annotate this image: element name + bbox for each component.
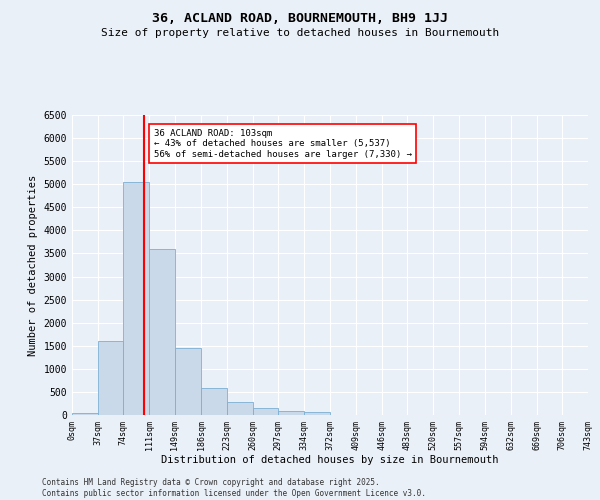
X-axis label: Distribution of detached houses by size in Bournemouth: Distribution of detached houses by size … xyxy=(161,456,499,466)
Text: Contains HM Land Registry data © Crown copyright and database right 2025.
Contai: Contains HM Land Registry data © Crown c… xyxy=(42,478,426,498)
Bar xyxy=(201,388,227,415)
Bar xyxy=(98,341,124,415)
Text: 36, ACLAND ROAD, BOURNEMOUTH, BH9 1JJ: 36, ACLAND ROAD, BOURNEMOUTH, BH9 1JJ xyxy=(152,12,448,26)
Y-axis label: Number of detached properties: Number of detached properties xyxy=(28,174,38,356)
Bar xyxy=(124,182,149,415)
Bar xyxy=(227,402,253,415)
Bar xyxy=(72,412,98,415)
Text: Size of property relative to detached houses in Bournemouth: Size of property relative to detached ho… xyxy=(101,28,499,38)
Bar xyxy=(175,348,201,415)
Bar xyxy=(304,412,331,415)
Text: 36 ACLAND ROAD: 103sqm
← 43% of detached houses are smaller (5,537)
56% of semi-: 36 ACLAND ROAD: 103sqm ← 43% of detached… xyxy=(154,129,412,158)
Bar xyxy=(253,408,278,415)
Bar xyxy=(149,249,175,415)
Bar xyxy=(278,411,304,415)
